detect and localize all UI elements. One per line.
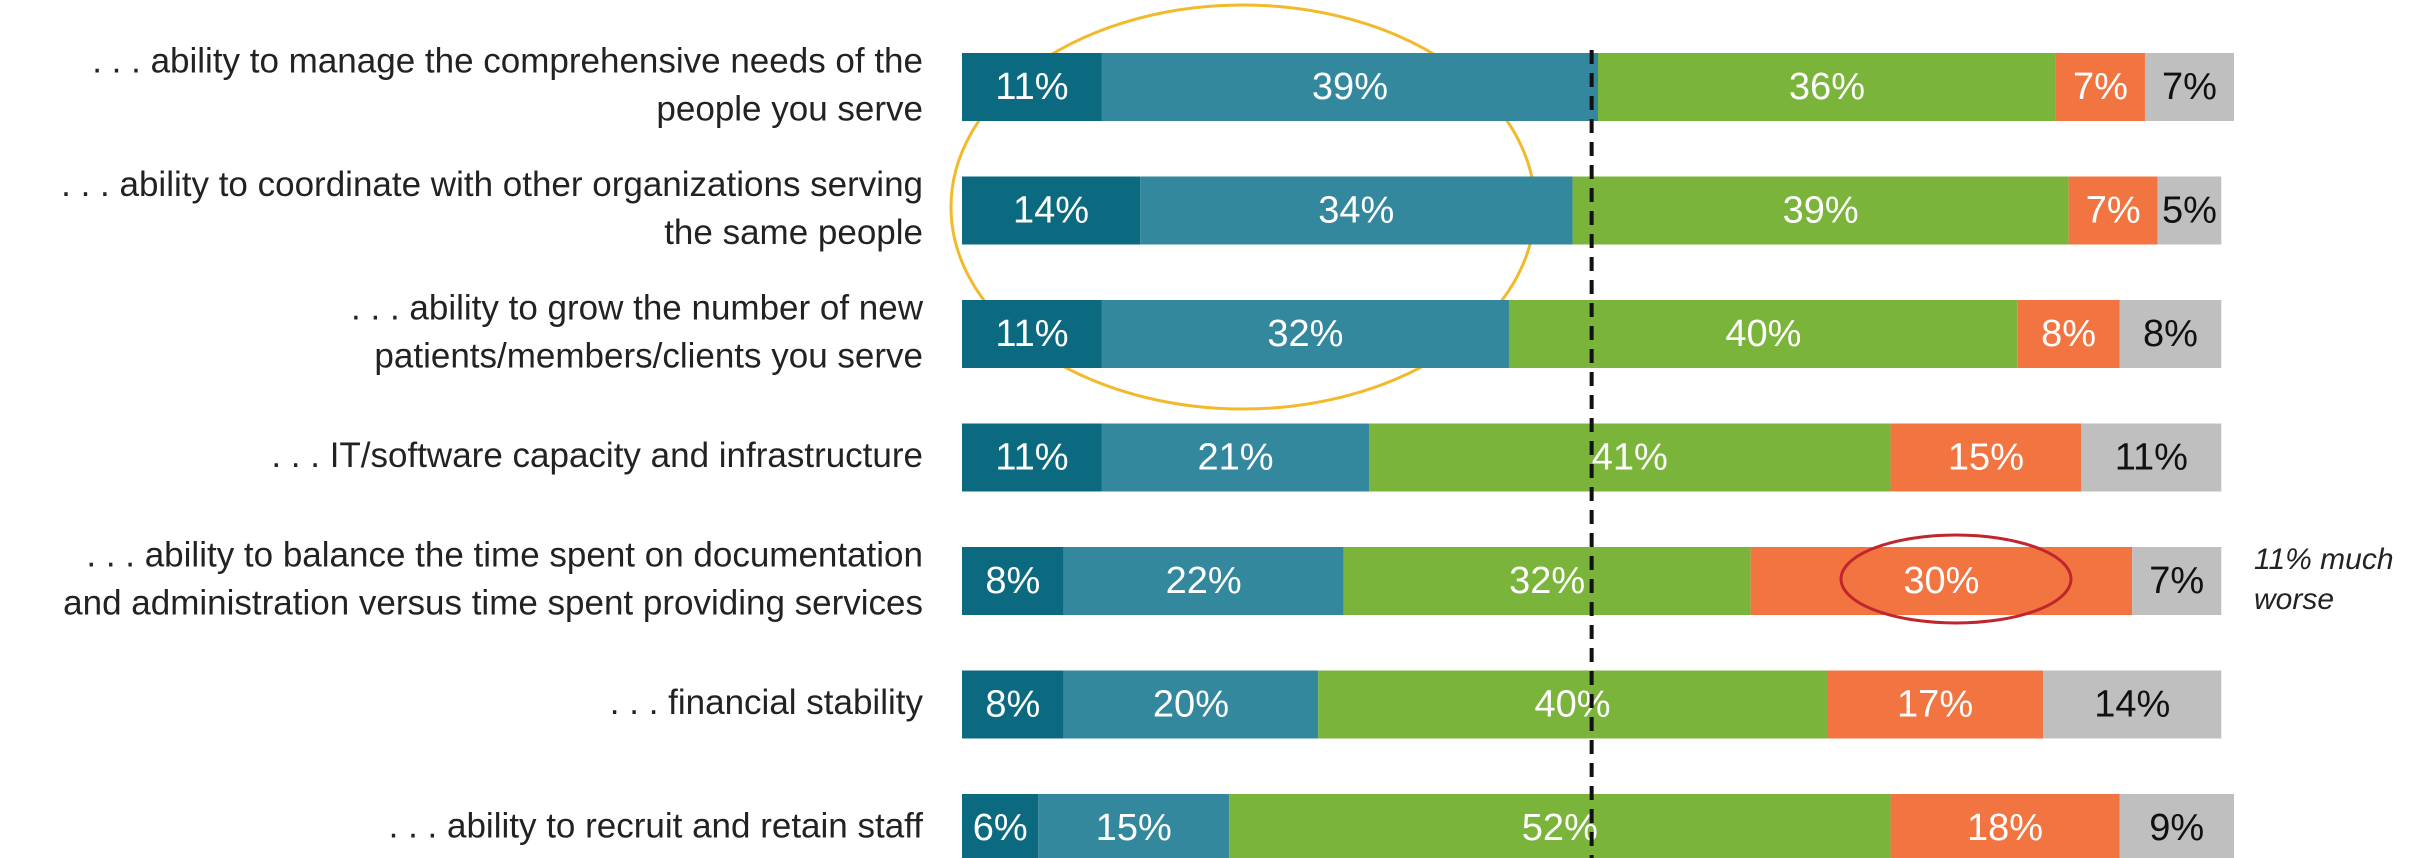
value-label: 40%: [1535, 684, 1611, 726]
value-label: 32%: [1509, 560, 1585, 602]
bar-segment: [962, 794, 1039, 858]
value-label: 15%: [1096, 807, 1172, 849]
category-label: and administration versus time spent pro…: [63, 583, 923, 622]
bar-segment: [2157, 176, 2222, 245]
annotation: worse: [2254, 583, 2334, 616]
bar-segment: [1101, 423, 1370, 492]
category-label: . . . ability to recruit and retain staf…: [389, 806, 924, 845]
bar-segment: [1598, 53, 2056, 121]
bar-segment: [1063, 547, 1344, 615]
value-label: 39%: [1783, 190, 1859, 232]
bar-segment: [2119, 794, 2234, 858]
bar-segment: [1229, 794, 1891, 858]
value-label: 6%: [973, 807, 1028, 849]
bar-segment: [962, 53, 1102, 121]
bar-segment: [962, 670, 1064, 739]
annotation: 11% much: [2254, 543, 2394, 576]
bar-segment: [1140, 176, 1573, 245]
category-label: . . . ability to coordinate with other o…: [61, 165, 923, 204]
value-label: 11%: [995, 313, 1068, 355]
category-label: . . . IT/software capacity and infrastru…: [271, 436, 923, 475]
value-label: 8%: [2143, 313, 2198, 355]
bar-segment: [2055, 53, 2145, 121]
value-label: 15%: [1948, 437, 2024, 479]
value-label: 11%: [995, 66, 1068, 108]
bar-segment: [1318, 670, 1827, 739]
bar-segment: [1038, 794, 1230, 858]
bar-segment: [962, 300, 1102, 368]
category-label: the same people: [664, 213, 923, 252]
value-label: 8%: [985, 560, 1040, 602]
value-label: 20%: [1153, 684, 1229, 726]
category-label: . . . ability to balance the time spent …: [86, 535, 923, 574]
value-label: 8%: [2041, 313, 2096, 355]
value-label: 40%: [1725, 313, 1801, 355]
value-label: 14%: [2094, 684, 2170, 726]
bar-segment: [962, 176, 1141, 245]
bar-segment: [2017, 300, 2120, 368]
bar-segment: [1572, 176, 2069, 245]
bar-segment: [1750, 547, 2133, 615]
value-label: 11%: [2115, 437, 2188, 479]
bar-segment: [2081, 423, 2222, 492]
value-label: 7%: [2149, 560, 2204, 602]
bar-segment: [1890, 794, 2120, 858]
value-label: 52%: [1522, 807, 1598, 849]
bar-segment: [962, 547, 1064, 615]
value-label: 30%: [1903, 560, 1979, 602]
value-label: 5%: [2162, 190, 2217, 232]
bar-segment: [1508, 300, 2018, 368]
highlight-ellipse: [1839, 533, 2073, 625]
value-label: 8%: [985, 684, 1040, 726]
value-label: 7%: [2073, 66, 2128, 108]
value-label: 18%: [1967, 807, 2043, 849]
bar-segment: [1826, 670, 2044, 739]
bar-segment: [962, 423, 1102, 492]
bar-segment: [1890, 423, 2082, 492]
value-label: 32%: [1267, 313, 1343, 355]
bar-segment: [2043, 670, 2222, 739]
bar-segment: [2144, 53, 2234, 121]
bar-segment: [2068, 176, 2158, 245]
value-label: 21%: [1197, 437, 1273, 479]
bar-segment: [1101, 300, 1509, 368]
value-label: 39%: [1312, 66, 1388, 108]
category-label: people you serve: [656, 89, 923, 128]
value-label: 36%: [1789, 66, 1865, 108]
bar-segment: [1369, 423, 1891, 492]
value-label: 41%: [1592, 437, 1668, 479]
bar-segment: [1063, 670, 1319, 739]
bar-segment: [2132, 547, 2222, 615]
value-label: 9%: [2149, 807, 2204, 849]
category-label: patients/members/clients you serve: [374, 336, 923, 375]
bar-segment: [1343, 547, 1751, 615]
category-label: . . . financial stability: [610, 683, 924, 722]
value-label: 7%: [2162, 66, 2217, 108]
bar-segment: [1101, 53, 1598, 121]
category-label: . . . ability to grow the number of new: [351, 288, 924, 327]
bar-segment: [2119, 300, 2222, 368]
value-label: 22%: [1166, 560, 1242, 602]
value-label: 17%: [1897, 684, 1973, 726]
value-label: 14%: [1013, 190, 1089, 232]
value-label: 11%: [995, 437, 1068, 479]
value-label: 7%: [2086, 190, 2141, 232]
category-label: . . . ability to manage the comprehensiv…: [92, 41, 923, 80]
value-label: 34%: [1318, 190, 1394, 232]
